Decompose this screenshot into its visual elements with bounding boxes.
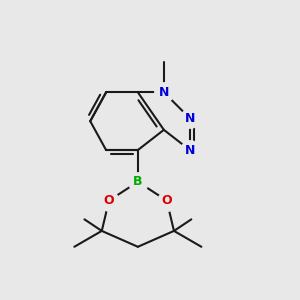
Text: N: N (159, 86, 169, 99)
Text: O: O (161, 194, 172, 207)
Text: N: N (185, 144, 195, 157)
Text: N: N (185, 112, 195, 125)
Text: O: O (104, 194, 114, 207)
Text: B: B (133, 175, 142, 188)
